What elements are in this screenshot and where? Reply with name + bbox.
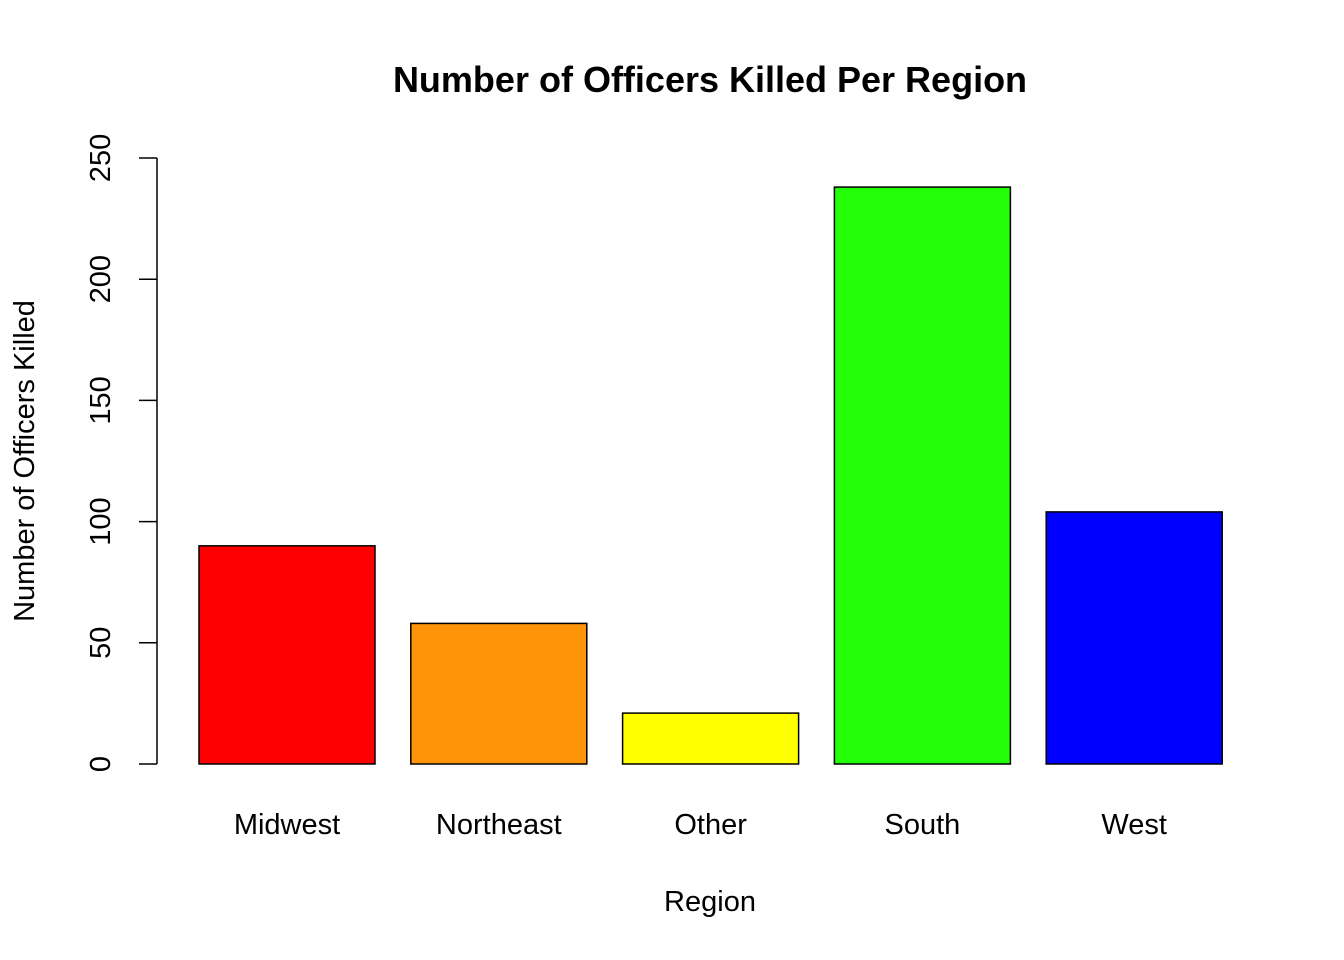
x-tick-label-south: South bbox=[885, 809, 961, 841]
y-tick-label: 250 bbox=[85, 134, 117, 182]
bar-northeast bbox=[410, 622, 588, 765]
bar-other bbox=[621, 712, 800, 765]
x-tick-labels: Midwest Northeast Other South West bbox=[234, 809, 1167, 841]
y-tick-label: 200 bbox=[85, 255, 117, 303]
y-tick-label: 150 bbox=[85, 376, 117, 424]
bar-midwest bbox=[198, 545, 376, 765]
y-tick-label: 50 bbox=[85, 627, 117, 659]
chart-title: Number of Officers Killed Per Region bbox=[393, 59, 1027, 100]
x-tick-label-other: Other bbox=[674, 809, 747, 841]
bar-west bbox=[1045, 511, 1223, 765]
y-axis: 0 50 100 150 200 250 bbox=[85, 134, 158, 772]
x-tick-label-northeast: Northeast bbox=[436, 809, 562, 841]
x-tick-label-midwest: Midwest bbox=[234, 809, 340, 841]
x-axis-label: Region bbox=[664, 886, 756, 918]
bar-south bbox=[833, 186, 1012, 765]
bars-group bbox=[198, 186, 1223, 765]
y-axis-label: Number of Officers Killed bbox=[9, 300, 41, 622]
y-tick-label: 100 bbox=[85, 497, 117, 545]
y-tick-label: 0 bbox=[85, 756, 117, 772]
x-tick-label-west: West bbox=[1101, 809, 1167, 841]
